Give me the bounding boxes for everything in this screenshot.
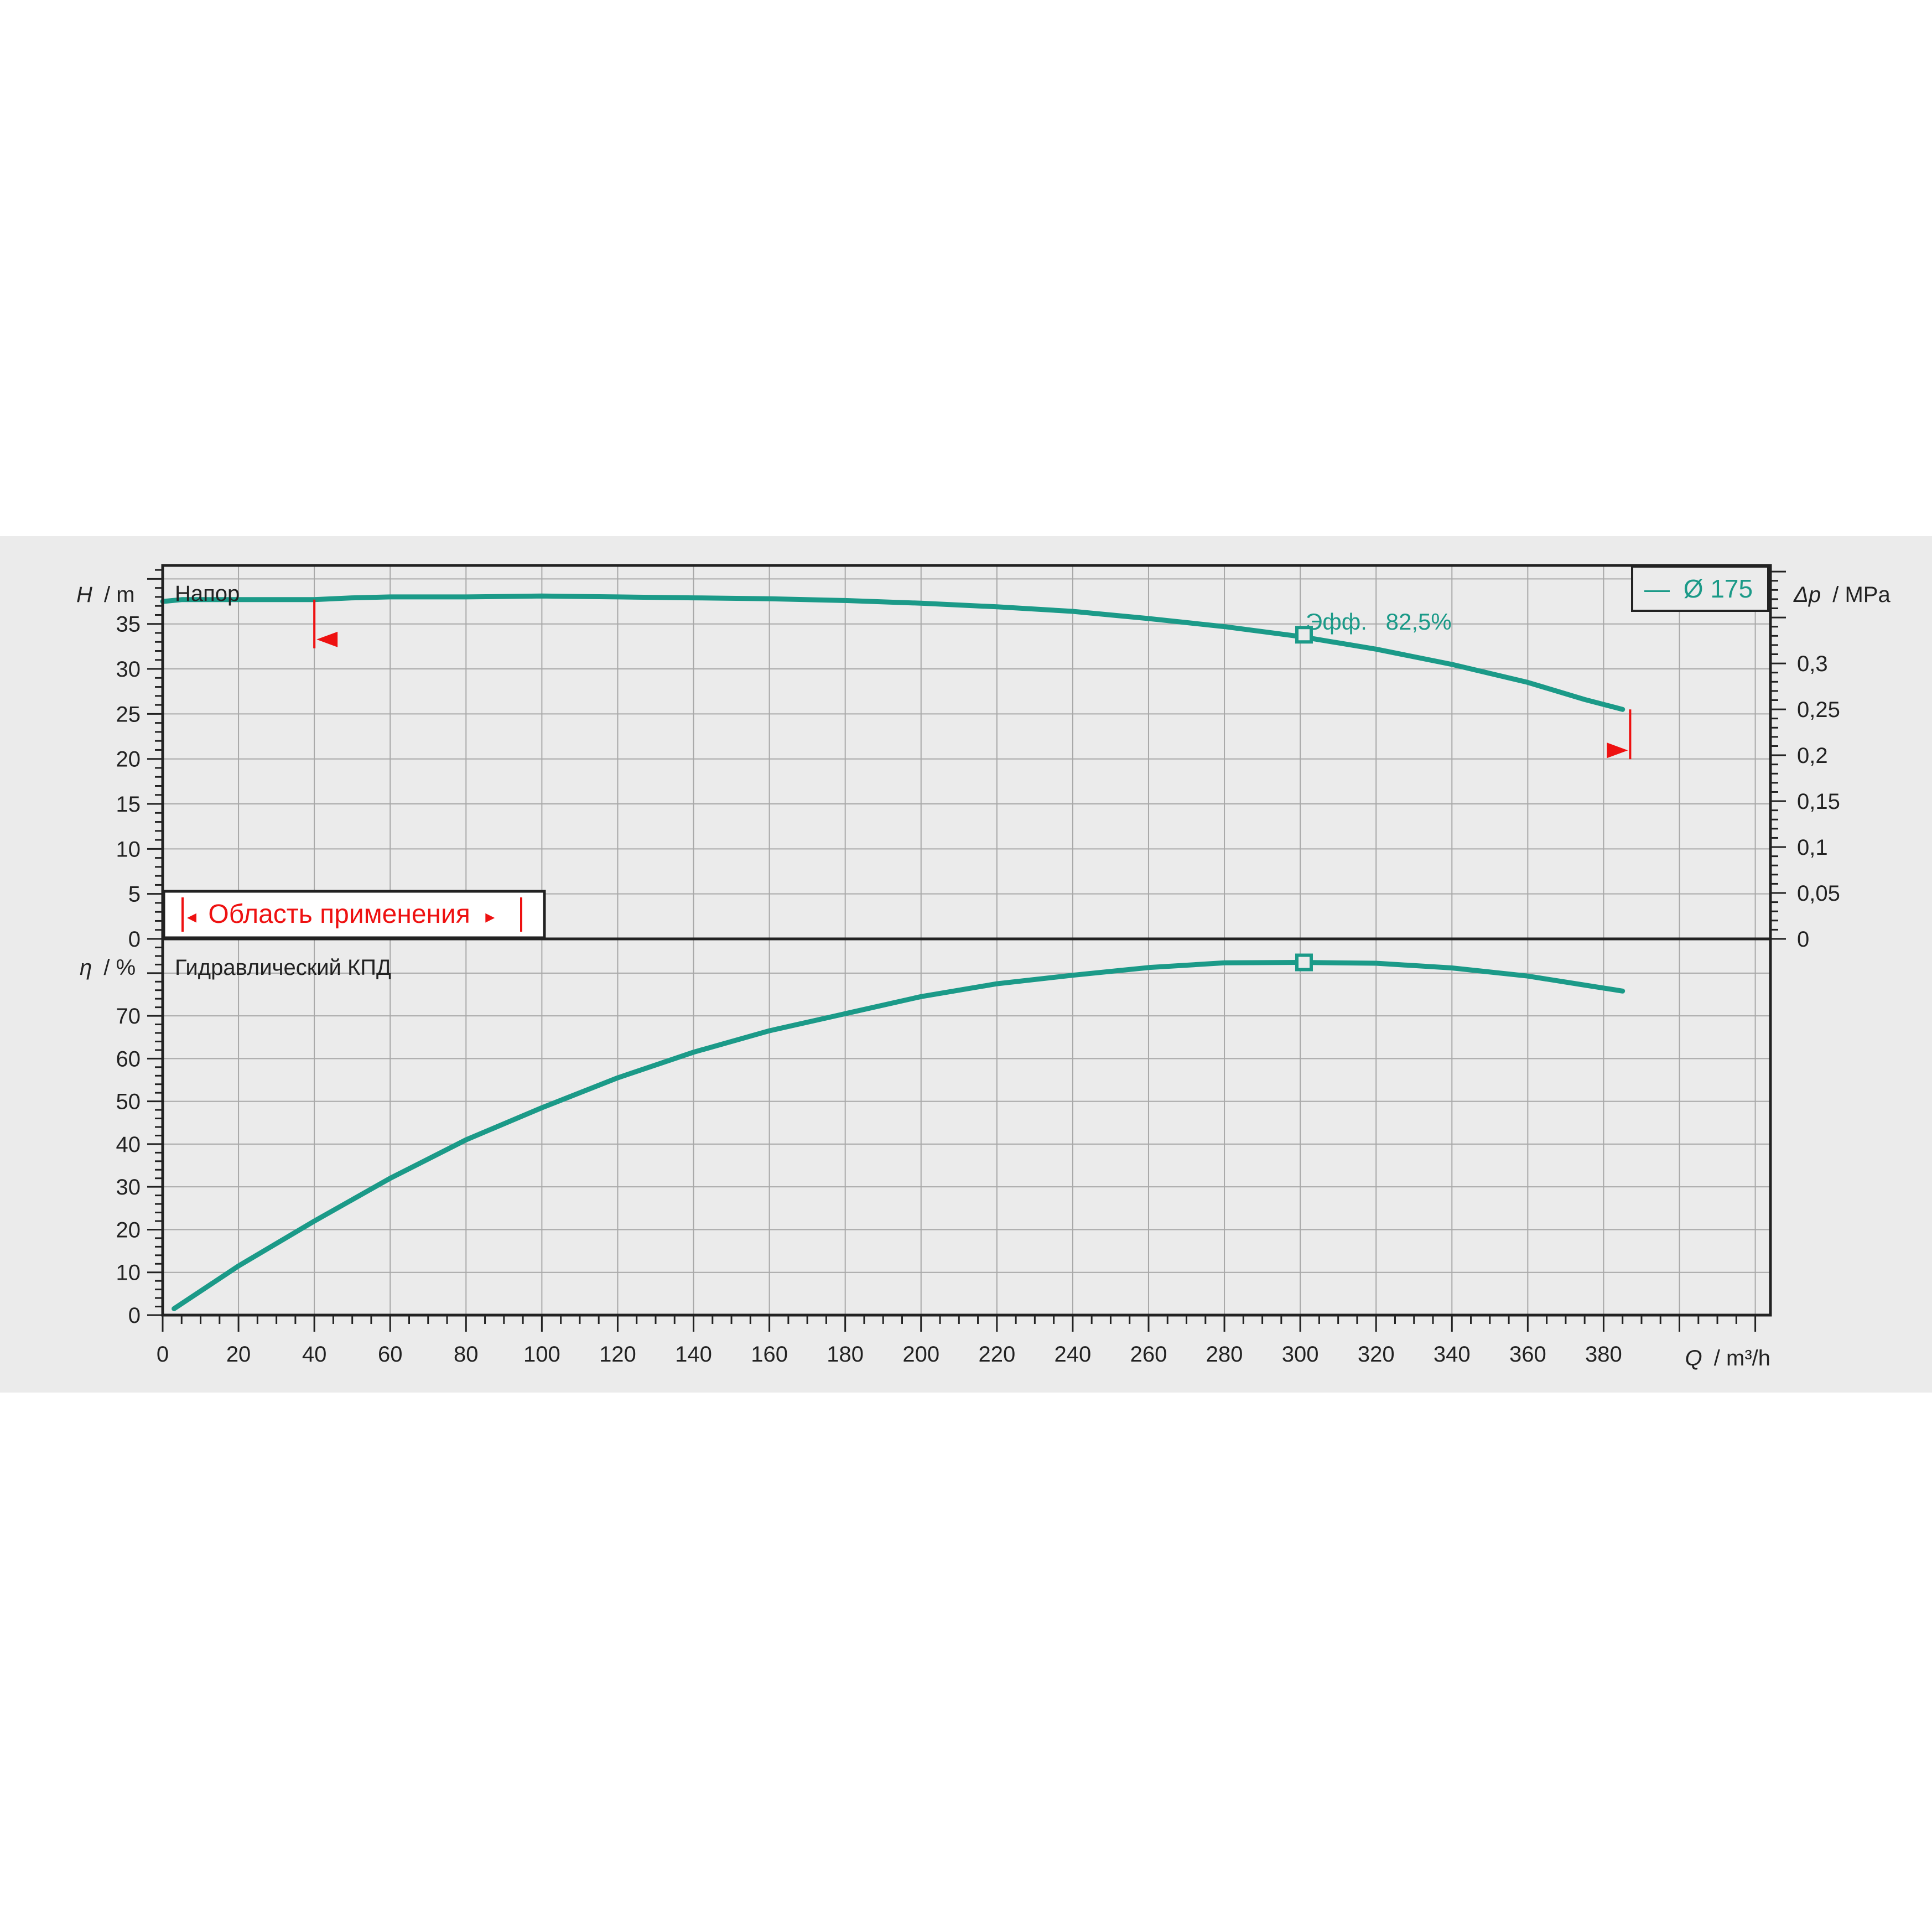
flow-tick-label: 360 <box>1509 1342 1546 1367</box>
max-flow-limit-arrow-icon <box>1607 742 1628 759</box>
legend-box <box>1631 565 1769 612</box>
pressure-tick-label: 0,2 <box>1797 744 1828 768</box>
flow-tick-label: 340 <box>1434 1342 1471 1367</box>
head-curve <box>160 593 1625 712</box>
flow-tick-label: 180 <box>827 1342 864 1367</box>
efficiency-tick-label: 0 <box>128 1303 141 1328</box>
head-tick-label: 10 <box>116 837 141 861</box>
flow-tick-label: 60 <box>378 1342 403 1367</box>
legend-entry: — Ø 175 <box>1644 574 1753 603</box>
pressure-axis-label: Δp / MPa <box>1793 583 1891 607</box>
efficiency-axis-unit: / % <box>103 955 136 980</box>
flow-tick-label: 260 <box>1130 1342 1167 1367</box>
legend-line-symbol: — <box>1644 574 1670 603</box>
application-range-text: ◂ Область применения ▸ <box>187 900 495 929</box>
efficiency-tick-label: 40 <box>116 1133 141 1157</box>
head-tick-label: 35 <box>116 612 141 637</box>
efficiency-axis-var: η <box>80 955 92 980</box>
pressure-tick-label: 0,3 <box>1797 652 1828 676</box>
curve-layer <box>160 593 1632 1311</box>
flow-tick-label: 100 <box>523 1342 560 1367</box>
flow-tick-label: 380 <box>1585 1342 1622 1367</box>
legend-label: Ø 175 <box>1684 574 1753 603</box>
head-tick-label: 25 <box>116 702 141 726</box>
pressure-tick-label: 0,25 <box>1797 698 1840 722</box>
head-panel-title: Напор <box>175 581 240 606</box>
efficiency-plot-frame <box>161 937 1772 1317</box>
efficiency-axis-label: η / % <box>80 955 136 980</box>
head-tick-label: 15 <box>116 792 141 817</box>
pressure-axis-unit: / MPa <box>1832 583 1891 607</box>
efficiency-tick-label: 60 <box>116 1047 141 1071</box>
min-flow-limit-arrow-icon <box>316 631 338 647</box>
head-axis-unit: / m <box>104 583 135 607</box>
flow-tick-label: 160 <box>751 1342 788 1367</box>
pressure-tick-label: 0,15 <box>1797 790 1840 814</box>
flow-tick-label: 280 <box>1206 1342 1243 1367</box>
bep-value: 82,5% <box>1386 609 1452 635</box>
pressure-tick-label: 0,1 <box>1797 835 1828 860</box>
flow-axis-unit: / m³/h <box>1714 1346 1770 1370</box>
flow-tick-label: 40 <box>302 1342 327 1367</box>
flow-axis-label: Q / m³/h <box>1685 1346 1770 1370</box>
head-bep-marker <box>1295 626 1313 644</box>
chart-background-band <box>0 536 1932 1393</box>
head-plot-frame <box>161 564 1772 941</box>
flow-tick-label: 140 <box>675 1342 712 1367</box>
head-tick-label: 20 <box>116 747 141 772</box>
flow-tick-label: 120 <box>599 1342 636 1367</box>
flow-tick-label: 320 <box>1358 1342 1395 1367</box>
head-axis-var: H <box>76 583 92 607</box>
head-axis-label: H / m <box>76 583 135 607</box>
range-left-arrow: ◂ <box>187 906 196 927</box>
pressure-axis-var: Δp <box>1793 583 1821 607</box>
flow-tick-label: 240 <box>1055 1342 1092 1367</box>
flow-tick-label: 80 <box>454 1342 479 1367</box>
efficiency-tick-label: 50 <box>116 1090 141 1114</box>
head-tick-label: 30 <box>116 657 141 682</box>
head-tick-label: 5 <box>128 882 141 907</box>
efficiency-bep-marker <box>1295 953 1313 972</box>
flow-tick-label: 220 <box>978 1342 1015 1367</box>
efficiency-panel-title: Гидравлический КПД <box>175 955 391 980</box>
efficiency-tick-label: 30 <box>116 1175 141 1199</box>
range-label: Область применения <box>208 900 470 929</box>
application-range-box <box>162 890 546 939</box>
flow-tick-label: 200 <box>902 1342 939 1367</box>
efficiency-tick-label: 20 <box>116 1218 141 1242</box>
bep-label: Эфф. <box>1306 609 1367 635</box>
efficiency-tick-label: 70 <box>116 1004 141 1029</box>
bep-annotation: Эфф. 82,5% <box>1306 609 1452 635</box>
range-right-arrow: ▸ <box>485 906 495 927</box>
flow-tick-label: 20 <box>226 1342 251 1367</box>
efficiency-curve <box>172 960 1625 1311</box>
head-tick-label: 0 <box>128 927 141 952</box>
pressure-tick-label: 0 <box>1797 927 1809 952</box>
flow-axis-var: Q <box>1685 1346 1702 1370</box>
efficiency-tick-label: 10 <box>116 1261 141 1285</box>
flow-tick-label: 0 <box>157 1342 169 1367</box>
flow-tick-label: 300 <box>1282 1342 1319 1367</box>
pressure-tick-label: 0,05 <box>1797 881 1840 906</box>
